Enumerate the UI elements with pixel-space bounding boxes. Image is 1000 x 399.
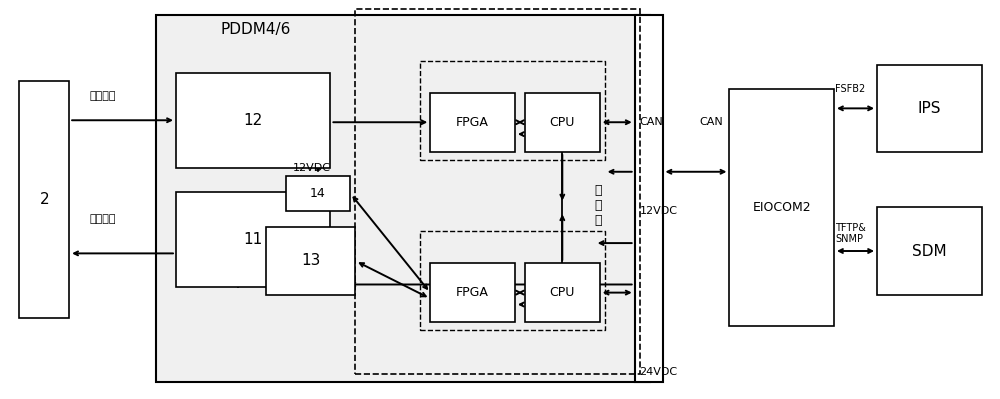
Bar	[877, 207, 982, 294]
Text: 13: 13	[301, 253, 320, 269]
Bar	[430, 263, 515, 322]
Text: 二
取
二: 二 取 二	[594, 184, 601, 227]
Text: 驱动信号: 驱动信号	[89, 214, 116, 224]
Text: SDM: SDM	[912, 243, 947, 259]
Text: 12: 12	[244, 113, 263, 128]
Text: CPU: CPU	[550, 286, 575, 299]
Text: 表示信号: 表示信号	[89, 91, 116, 101]
Bar	[525, 93, 600, 152]
Bar	[156, 15, 650, 382]
Text: CAN: CAN	[640, 117, 663, 127]
Bar	[420, 61, 605, 160]
Bar	[176, 73, 330, 168]
Bar	[430, 93, 515, 152]
Text: TFTP&
SNMP: TFTP& SNMP	[835, 223, 866, 243]
Text: CAN: CAN	[699, 117, 723, 127]
Bar	[19, 81, 69, 318]
Bar	[286, 176, 350, 211]
Text: PDDM4/6: PDDM4/6	[221, 22, 291, 37]
Text: CPU: CPU	[550, 116, 575, 129]
Bar	[176, 192, 330, 286]
Bar	[525, 263, 600, 322]
Bar	[355, 9, 640, 374]
Text: 12VDC: 12VDC	[293, 163, 331, 173]
Text: IPS: IPS	[918, 101, 941, 116]
Text: 14: 14	[310, 187, 326, 200]
Text: FSFB2: FSFB2	[835, 83, 865, 93]
Text: FPGA: FPGA	[456, 116, 489, 129]
Text: 12VDC: 12VDC	[640, 206, 678, 216]
Text: EIOCOM2: EIOCOM2	[752, 201, 811, 214]
Bar	[266, 227, 355, 294]
Text: 11: 11	[244, 232, 263, 247]
Bar	[420, 231, 605, 330]
Text: 2: 2	[39, 192, 49, 207]
Bar	[729, 89, 834, 326]
Text: 24VDC: 24VDC	[640, 367, 678, 377]
Bar	[635, 15, 663, 382]
Bar	[877, 65, 982, 152]
Text: FPGA: FPGA	[456, 286, 489, 299]
